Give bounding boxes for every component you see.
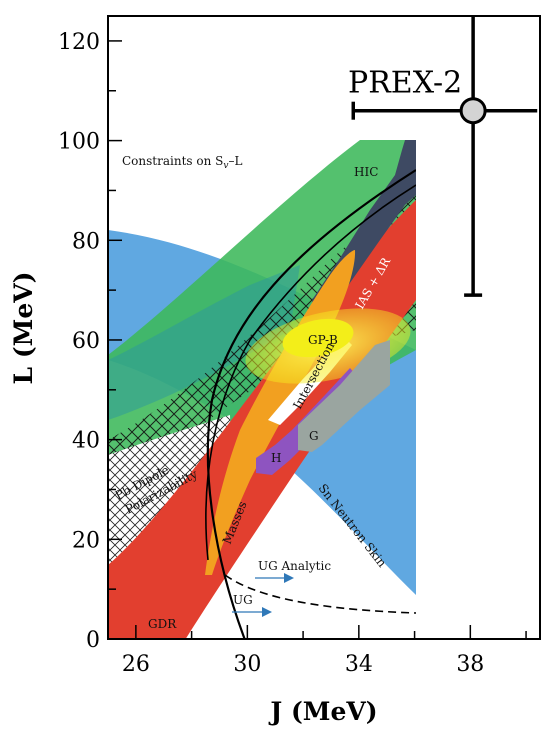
y-tick-label: 120 [58, 30, 100, 55]
label-g: G [309, 429, 319, 443]
plot-frame [107, 15, 541, 640]
x-axis-label: J (MeV) [268, 697, 377, 726]
prex-2-point-group: PREX-2 [348, 16, 538, 297]
y-tick-label: 100 [58, 130, 100, 155]
y-tick-label: 40 [72, 429, 100, 454]
x-tick-label: 38 [456, 652, 484, 677]
x-tick-label: 26 [122, 652, 150, 677]
x-tick-label: 30 [233, 652, 261, 677]
y-axis-label: L (MeV) [9, 272, 38, 385]
prex-2-point [459, 97, 487, 125]
label-h: H [271, 451, 281, 465]
inset-title: Constraints on Sv–L [122, 154, 242, 171]
x-tick-label: 34 [345, 652, 373, 677]
axis-ticks [108, 40, 527, 640]
region-g [298, 340, 390, 452]
prex-2-label: PREX-2 [348, 66, 462, 101]
label-ug: UG [233, 593, 253, 607]
y-tick-labels: 0 20 40 60 80 100 120 [58, 30, 100, 653]
x-tick-labels: 26 30 34 38 [122, 652, 484, 677]
y-tick-label: 80 [72, 229, 100, 254]
label-ug-analytic: UG Analytic [258, 559, 331, 573]
inset-plot: Constraints on Sv–L HIC Sn Neutron Skin … [108, 140, 416, 640]
label-gp-b: GP-B [308, 333, 338, 347]
y-tick-label: 60 [72, 329, 100, 354]
y-tick-label: 20 [72, 528, 100, 553]
label-gdr: GDR [148, 617, 177, 631]
label-hic: HIC [354, 165, 378, 179]
y-tick-label: 0 [86, 628, 100, 653]
